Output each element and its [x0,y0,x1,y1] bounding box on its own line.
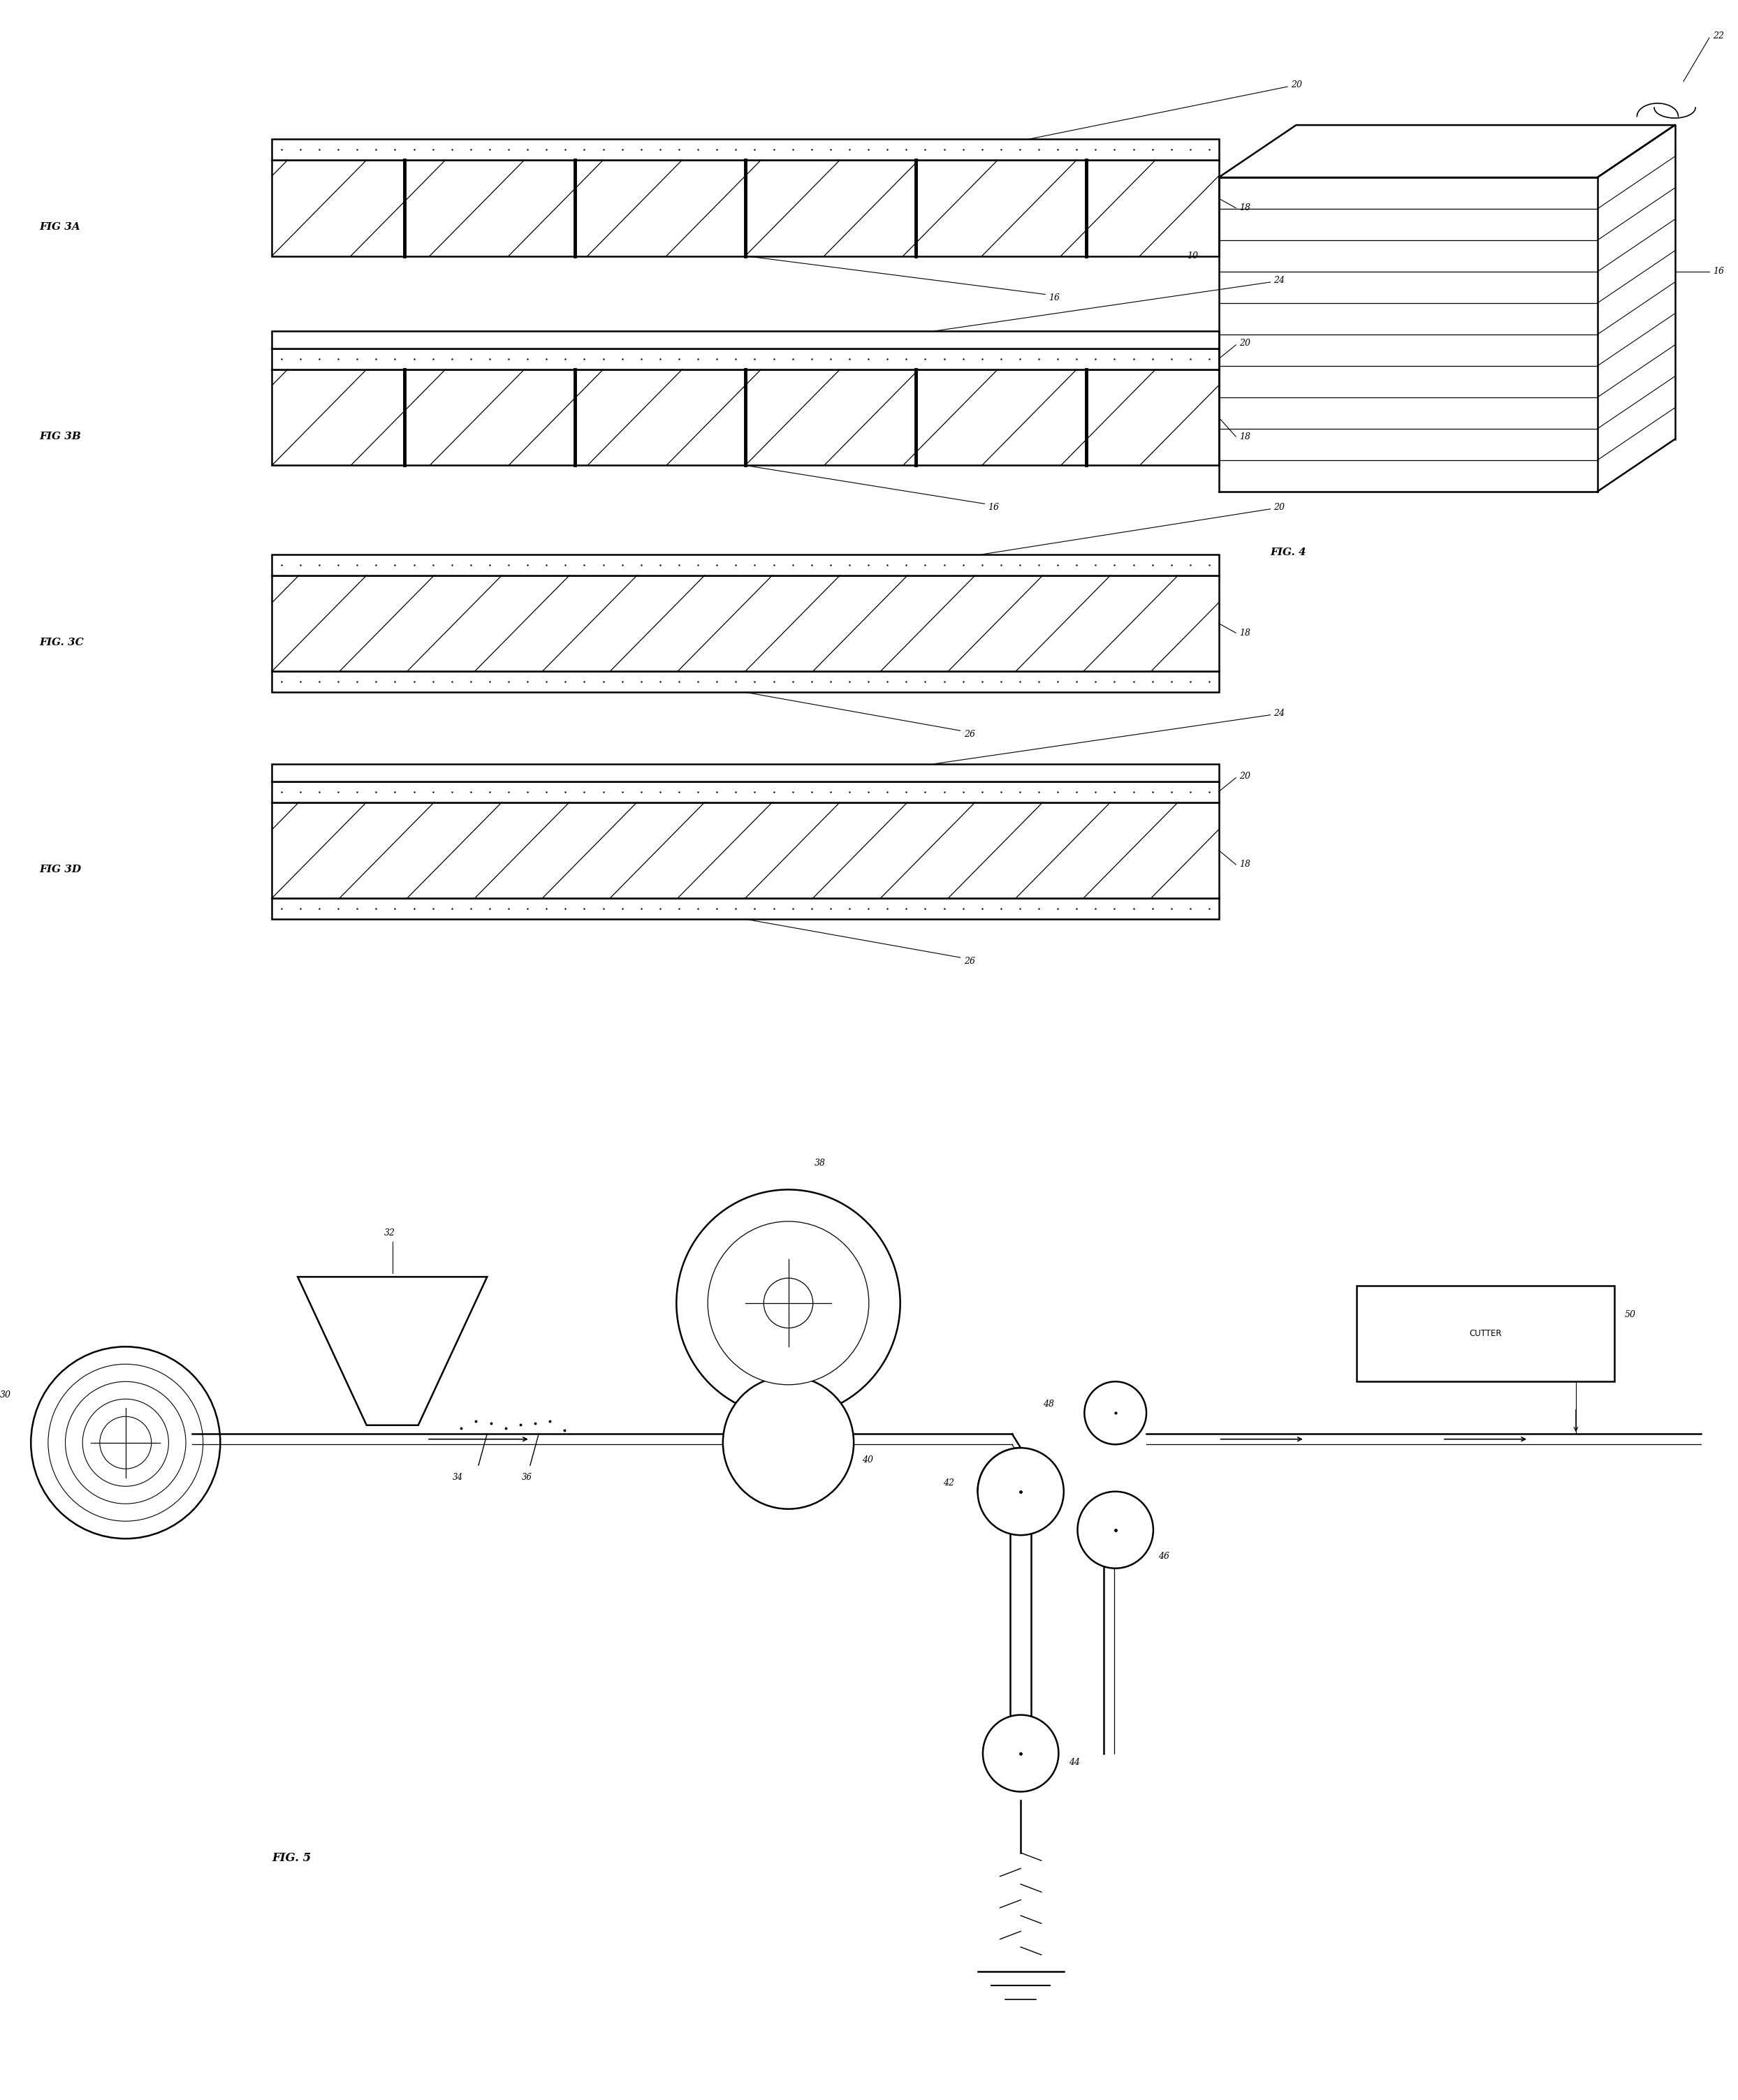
Text: 20: 20 [1291,80,1302,90]
Bar [271,802,1218,899]
Text: 36: 36 [521,1472,532,1483]
Text: 18: 18 [1239,861,1251,869]
Bar [271,370,1218,466]
Circle shape [763,1279,813,1327]
Text: 20: 20 [1239,338,1251,349]
Text: 18: 18 [1239,628,1251,638]
Text: 16: 16 [987,502,999,512]
Text: 32: 32 [384,1228,395,1237]
Text: FIG. 5: FIG. 5 [271,1852,311,1865]
Polygon shape [1218,126,1675,176]
Text: 20: 20 [1274,502,1284,512]
Circle shape [676,1189,900,1418]
Text: CUTTER: CUTTER [1469,1329,1502,1338]
Polygon shape [297,1277,487,1426]
Text: 20: 20 [1239,771,1251,781]
Text: 26: 26 [965,729,975,739]
Bar [271,349,1218,370]
Text: 48: 48 [1043,1401,1055,1409]
Circle shape [982,1716,1058,1791]
Circle shape [978,1447,1064,1535]
Text: 38: 38 [813,1159,826,1168]
Circle shape [723,1376,853,1510]
Bar [271,160,1218,256]
Text: 24: 24 [1274,708,1284,718]
Text: 18: 18 [1239,433,1251,441]
Bar [271,575,1218,672]
Bar [271,332,1218,349]
Bar [271,781,1218,802]
Text: 40: 40 [862,1455,874,1464]
Text: FIG. 3C: FIG. 3C [40,638,83,647]
Text: 18: 18 [1239,204,1251,212]
Bar [271,899,1218,920]
Text: 44: 44 [1069,1758,1079,1766]
Text: FIG. 4: FIG. 4 [1270,548,1307,556]
Bar [271,554,1218,575]
Circle shape [1078,1491,1154,1569]
Text: 34: 34 [452,1472,462,1483]
Text: 26: 26 [965,956,975,966]
Text: 22: 22 [1712,32,1724,40]
Text: 24: 24 [1274,275,1284,286]
Text: 42: 42 [944,1478,954,1487]
Text: FIG 3D: FIG 3D [40,865,82,874]
Text: 16: 16 [1048,294,1060,302]
Text: FIG 3B: FIG 3B [40,433,82,441]
Text: FIG 3A: FIG 3A [40,223,80,233]
Circle shape [707,1222,869,1384]
Bar [271,764,1218,781]
Bar [271,672,1218,693]
Circle shape [1085,1382,1147,1445]
Bar [1356,1285,1615,1382]
Text: 46: 46 [1159,1552,1170,1560]
Bar [271,139,1218,160]
Text: 10: 10 [1187,252,1197,260]
Text: 50: 50 [1625,1310,1635,1319]
Text: 16: 16 [1712,267,1724,277]
Text: 30: 30 [0,1390,10,1399]
